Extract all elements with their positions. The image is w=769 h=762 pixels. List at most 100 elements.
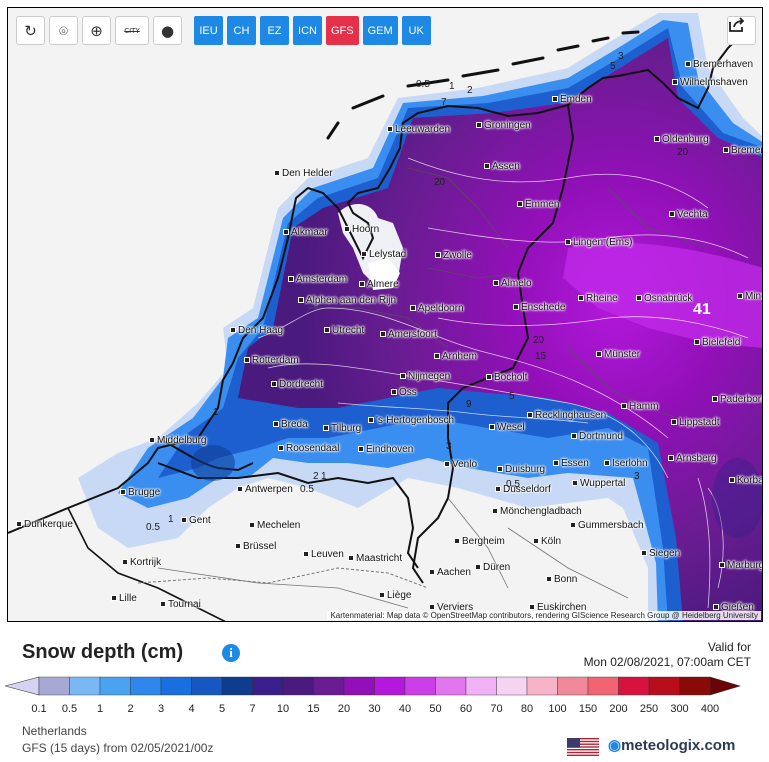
map-canvas[interactable] bbox=[8, 8, 763, 622]
city-label[interactable]: Lingen (Ems) bbox=[565, 237, 632, 248]
city-label[interactable]: Breda bbox=[273, 419, 308, 430]
city-label[interactable]: Brüssel bbox=[235, 541, 276, 552]
city-label[interactable]: Dortmund bbox=[571, 431, 623, 442]
city-label[interactable]: Mind bbox=[737, 291, 762, 302]
city-label[interactable]: Emmen bbox=[517, 199, 559, 210]
city-label[interactable]: Utrecht bbox=[324, 325, 364, 336]
city-label[interactable]: Düren bbox=[475, 562, 510, 573]
city-label[interactable]: Osnabrück bbox=[636, 293, 692, 304]
city-label[interactable]: Kortrijk bbox=[122, 557, 161, 568]
info-icon[interactable]: i bbox=[222, 644, 240, 662]
city-label[interactable]: Den Haag bbox=[230, 325, 283, 336]
model-tab-uk[interactable]: UK bbox=[401, 16, 431, 45]
contour-value-label: 20 bbox=[677, 147, 689, 158]
city-label[interactable]: Gent bbox=[181, 515, 211, 526]
snow-map[interactable]: ↻ ⌾ ⊕ CITY ● IEU CH EZ ICN GFS GEM UK Bremerhaven Wi… bbox=[7, 7, 763, 622]
city-label[interactable]: Assen bbox=[484, 161, 520, 172]
city-label[interactable]: Marburg bbox=[719, 560, 762, 571]
model-tab-ch[interactable]: CH bbox=[227, 16, 256, 45]
city-label[interactable]: Rotterdam bbox=[244, 355, 299, 366]
model-tab-gfs[interactable]: GFS bbox=[326, 16, 359, 45]
city-label[interactable]: Lippstadt bbox=[671, 417, 720, 428]
city-label[interactable]: Dunkerque bbox=[16, 519, 73, 530]
city-label[interactable]: Amersfoort bbox=[380, 329, 437, 340]
city-label[interactable]: Duisburg bbox=[497, 464, 545, 475]
city-label[interactable]: Bielefeld bbox=[694, 337, 740, 348]
city-label[interactable]: Tilburg bbox=[323, 423, 361, 434]
city-label[interactable]: Bocholt bbox=[486, 372, 527, 383]
city-label[interactable]: Arnhem bbox=[434, 351, 477, 362]
city-label[interactable]: Düsseldorf bbox=[495, 484, 551, 495]
city-label[interactable]: Vechta bbox=[669, 209, 708, 220]
city-label[interactable]: Oss bbox=[391, 387, 417, 398]
city-label[interactable]: Middelburg bbox=[149, 435, 206, 446]
city-label[interactable]: Dordrecht bbox=[271, 379, 323, 390]
model-tab-icn[interactable]: ICN bbox=[293, 16, 322, 45]
refresh-button[interactable]: ↻ bbox=[16, 16, 45, 45]
city-label[interactable]: Nijmegen bbox=[400, 371, 450, 382]
city-label[interactable]: Euskirchen bbox=[529, 602, 586, 613]
city-label[interactable]: Alphen aan den Rijn bbox=[298, 295, 396, 306]
city-label[interactable]: Oldenburg bbox=[654, 134, 709, 145]
city-label[interactable]: Emden bbox=[552, 94, 592, 105]
city-label[interactable]: 's-Hertogenbosch bbox=[368, 415, 454, 426]
city-label[interactable]: Wuppertal bbox=[572, 478, 625, 489]
city-label[interactable]: Korba bbox=[729, 475, 762, 486]
city-label[interactable]: Lelystad bbox=[361, 249, 406, 260]
city-label[interactable]: Bremer bbox=[723, 145, 762, 156]
point-toggle-button[interactable]: ● bbox=[153, 16, 182, 45]
city-label[interactable]: Amsterdam bbox=[288, 274, 347, 285]
city-label[interactable]: Paderborn bbox=[712, 394, 762, 405]
city-label[interactable]: Essen bbox=[553, 458, 589, 469]
city-label[interactable]: Gummersbach bbox=[570, 520, 644, 531]
city-label[interactable]: Köln bbox=[533, 536, 561, 547]
city-label[interactable]: Venlo bbox=[444, 459, 477, 470]
city-label[interactable]: Roosendaal bbox=[278, 443, 339, 454]
city-label[interactable]: Aachen bbox=[429, 567, 471, 578]
city-label[interactable]: Mechelen bbox=[249, 520, 300, 531]
city-label[interactable]: Zwolle bbox=[435, 250, 472, 261]
city-label[interactable]: Verviers bbox=[429, 602, 473, 613]
city-label[interactable]: Arnsberg bbox=[668, 453, 717, 464]
share-button[interactable] bbox=[727, 16, 756, 45]
location-button[interactable]: ⌾ bbox=[49, 16, 78, 45]
city-label[interactable]: Iserlohn bbox=[604, 458, 648, 469]
city-label[interactable]: Groningen bbox=[476, 120, 531, 131]
city-label[interactable]: Recklinghausen bbox=[527, 410, 606, 421]
city-label[interactable]: Siegen bbox=[641, 548, 680, 559]
city-label[interactable]: Den Helder bbox=[274, 168, 333, 179]
city-label[interactable]: Bergheim bbox=[454, 536, 505, 547]
city-label[interactable]: Enschede bbox=[513, 302, 565, 313]
city-label[interactable]: Almelo bbox=[493, 278, 532, 289]
city-label[interactable]: Antwerpen bbox=[237, 484, 293, 495]
city-label[interactable]: Brugge bbox=[120, 487, 160, 498]
city-label[interactable]: Wilhelmshaven bbox=[672, 77, 748, 88]
zoom-button[interactable]: ⊕ bbox=[82, 16, 111, 45]
model-tab-ieu[interactable]: IEU bbox=[194, 16, 223, 45]
city-label[interactable]: Hamm bbox=[621, 401, 658, 412]
city-label[interactable]: Bremerhaven bbox=[685, 59, 753, 70]
city-label[interactable]: Apeldoorn bbox=[410, 303, 464, 314]
map-attribution[interactable]: Kartenmaterial: Map data © OpenStreetMap… bbox=[327, 611, 761, 620]
city-label[interactable]: Hoorn bbox=[344, 224, 379, 235]
city-label[interactable]: Rheine bbox=[578, 293, 618, 304]
city-label[interactable]: Leuven bbox=[303, 549, 344, 560]
model-tab-ez[interactable]: EZ bbox=[260, 16, 289, 45]
city-label[interactable]: Almere bbox=[359, 279, 399, 290]
city-label[interactable]: Bonn bbox=[546, 574, 577, 585]
city-label[interactable]: Gießen bbox=[713, 602, 754, 613]
model-tab-gem[interactable]: GEM bbox=[362, 16, 398, 45]
brand-logo[interactable]: ◉meteologix.com bbox=[608, 736, 735, 754]
city-label[interactable]: Liège bbox=[379, 590, 411, 601]
city-label[interactable]: Eindhoven bbox=[358, 444, 413, 455]
city-label[interactable]: Lille bbox=[111, 593, 137, 604]
city-label[interactable]: Maastricht bbox=[348, 553, 402, 564]
city-label[interactable]: Alkmaar bbox=[283, 227, 328, 238]
city-label[interactable]: Mönchengladbach bbox=[492, 506, 582, 517]
city-label[interactable]: Leeuwarden bbox=[387, 124, 450, 135]
city-toggle-button[interactable]: CITY bbox=[115, 16, 149, 45]
us-flag-icon[interactable] bbox=[567, 738, 599, 756]
city-label[interactable]: Wesel bbox=[489, 422, 525, 433]
city-label[interactable]: Tournai bbox=[160, 599, 201, 610]
city-label[interactable]: Münster bbox=[596, 349, 640, 360]
